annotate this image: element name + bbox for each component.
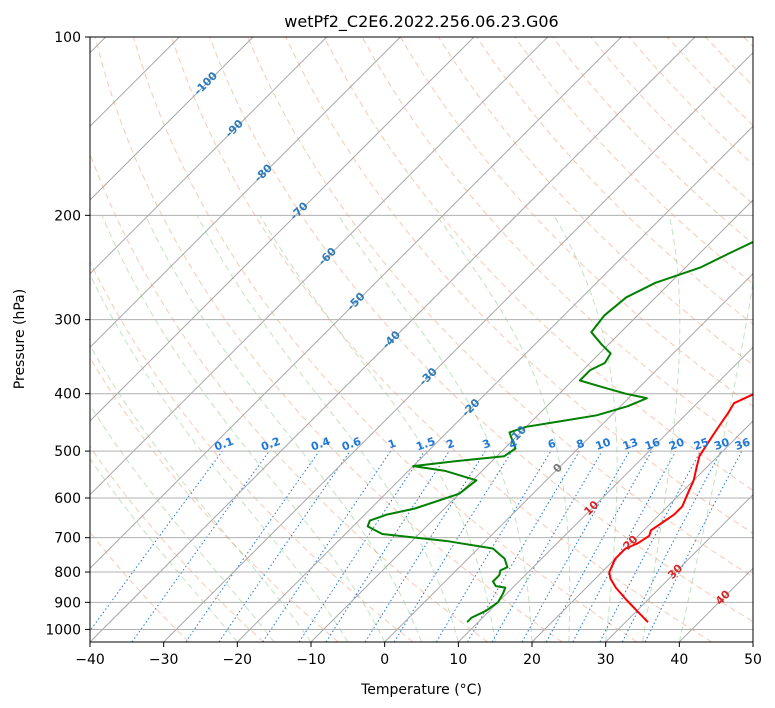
mixing-ratio-label: 1 — [386, 437, 398, 452]
moist-adiabat-line — [196, 215, 459, 642]
isotherm-line — [457, 346, 753, 642]
mixing-ratio-line — [262, 450, 392, 642]
mixing-ratio-label: 6 — [546, 437, 558, 452]
dry-adiabat-line — [209, 37, 753, 623]
background-grid — [90, 37, 753, 642]
mixing-ratio-line — [393, 450, 513, 642]
x-tick-label: 0 — [380, 652, 389, 668]
mixing-ratio-label: 1.5 — [414, 435, 437, 454]
x-tick-label: 10 — [449, 652, 467, 668]
isotherm-line — [752, 641, 753, 642]
x-tick-label: 20 — [523, 652, 541, 668]
y-tick-label: 400 — [54, 387, 81, 403]
moist-adiabat-line — [90, 404, 275, 642]
mixing-ratio-label: 0.4 — [309, 435, 332, 454]
dry-adiabat-line — [285, 37, 753, 535]
mixing-ratio-line — [644, 450, 743, 642]
plot-frame — [89, 36, 754, 643]
y-tick-label: 500 — [54, 444, 81, 460]
moist-adiabat-line — [259, 215, 496, 642]
mixing-ratio-line — [90, 450, 223, 632]
plot-background — [90, 37, 753, 642]
dry-adiabat-line — [323, 37, 753, 491]
isotherm-line — [384, 272, 753, 642]
x-tick-label: −40 — [75, 652, 105, 668]
mixing-ratio-label: 36 — [733, 435, 752, 453]
y-tick-label: 1000 — [45, 622, 81, 638]
mixing-ratio-label: 16 — [643, 435, 662, 453]
mixing-ratio-label: 8 — [575, 437, 587, 452]
dry-adiabat-line — [132, 37, 638, 642]
chart-title: wetPf2_C2E6.2022.256.06.23.G06 — [284, 12, 558, 32]
moist-adiabat-line — [337, 215, 533, 642]
moist-adiabat-line — [553, 215, 618, 642]
isotherm-line — [310, 199, 753, 642]
y-tick-label: 800 — [54, 565, 81, 581]
mixing-ratio-label: 3 — [481, 437, 493, 452]
dry-adiabat-line — [94, 37, 563, 642]
mixing-ratio-label: 25 — [692, 435, 711, 452]
x-tick-label: 40 — [670, 652, 688, 668]
y-axis-title: Pressure (hPa) — [12, 289, 28, 389]
x-axis-title: Temperature (°C) — [360, 682, 482, 698]
isotherm-line — [531, 420, 753, 642]
x-tick-label: −20 — [223, 652, 253, 668]
mixing-ratio-line — [325, 450, 450, 642]
dry-adiabat-line — [514, 37, 753, 285]
y-tick-label: 700 — [54, 531, 81, 547]
axes: −40 −30 −20 −10 0 10 20 30 40 5010020030040050060… — [45, 30, 762, 668]
dry-adiabat-line — [90, 446, 264, 642]
dry-adiabat-line — [90, 356, 339, 642]
isotherm-line — [90, 37, 622, 570]
mixing-ratio-line — [218, 450, 351, 642]
y-tick-label: 200 — [54, 208, 81, 224]
y-tick-label: 100 — [54, 30, 81, 46]
mixing-ratio-label: 13 — [621, 435, 640, 452]
moist-adiabat-line — [642, 215, 681, 642]
mixing-ratio-label: 10 — [594, 435, 613, 453]
mixing-ratio-label: 20 — [667, 435, 686, 453]
isotherm-line — [236, 125, 753, 642]
mixing-ratio-line — [131, 450, 270, 642]
mixing-ratio-label: 4 — [507, 437, 519, 452]
isotherm-line — [90, 37, 328, 275]
isotherm-line — [90, 37, 549, 496]
isotherm-line — [90, 37, 475, 422]
moist-adiabat-line — [90, 344, 312, 642]
x-tick-label: −10 — [296, 652, 326, 668]
temperature-profile-line — [608, 393, 753, 623]
mixing-ratio-label: 30 — [712, 435, 731, 453]
mixing-ratio-line — [185, 450, 320, 642]
isotherm-line — [90, 37, 401, 349]
isotherm-line — [605, 493, 753, 642]
mixing-ratio-line — [521, 450, 630, 642]
dry-adiabat-line — [171, 37, 712, 642]
x-tick-label: −30 — [149, 652, 179, 668]
moist-adiabat-line — [436, 215, 571, 642]
mixing-ratio-label: 0.2 — [259, 435, 282, 454]
isotherm-line — [90, 37, 696, 642]
moist-adiabat-line — [678, 278, 753, 642]
y-tick-label: 600 — [54, 491, 81, 507]
dry-adiabat-line — [247, 37, 753, 578]
mixing-ratio-label: 2 — [445, 437, 457, 452]
sounding-profiles — [366, 240, 753, 623]
mixing-ratio-label: 0.6 — [340, 435, 363, 454]
mixing-ratio-line — [545, 450, 653, 642]
y-tick-label: 300 — [54, 313, 81, 329]
dry-adiabat-line — [476, 37, 753, 325]
mixing-ratio-line — [298, 450, 425, 642]
y-tick-label: 900 — [54, 595, 81, 611]
moist-adiabat-line — [144, 215, 422, 642]
x-tick-label: 30 — [597, 652, 615, 668]
mixing-ratio-label: 0.1 — [213, 435, 236, 454]
moist-adiabat-line — [101, 215, 386, 642]
isotherm-line — [90, 37, 254, 201]
dry-adiabat-line — [90, 260, 414, 642]
isotherm-line — [163, 51, 753, 642]
x-tick-label: 50 — [744, 652, 762, 668]
moist-adiabat-line — [90, 457, 238, 642]
dewpoint-profile-line — [366, 240, 753, 623]
